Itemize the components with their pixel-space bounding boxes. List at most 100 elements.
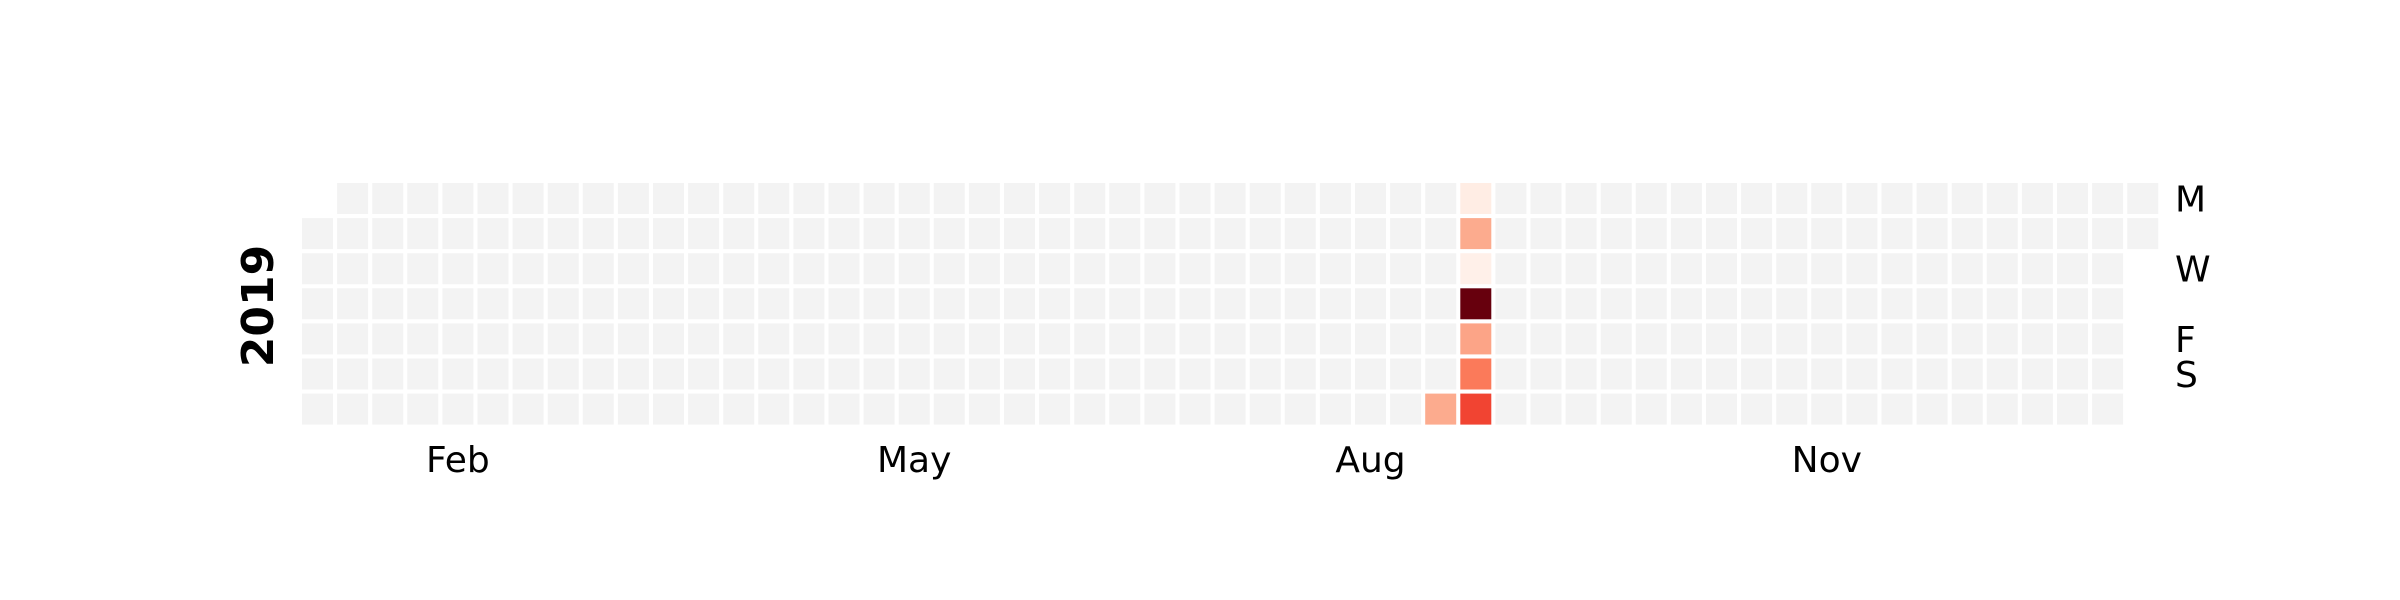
heatmap-cell xyxy=(688,253,720,285)
heatmap-cell xyxy=(1846,253,1878,285)
heatmap-cell xyxy=(1670,218,1702,250)
heatmap-cell xyxy=(2021,393,2053,425)
heatmap-cell xyxy=(302,393,333,425)
heatmap-cell xyxy=(1074,323,1106,355)
heatmap-cell xyxy=(1600,358,1632,390)
heatmap-cell xyxy=(1951,253,1983,285)
heatmap-cell xyxy=(1319,288,1351,320)
heatmap-cell xyxy=(1951,183,1983,214)
heatmap-cell xyxy=(547,323,579,355)
heatmap-cell xyxy=(547,218,579,250)
heatmap-cell xyxy=(1039,358,1071,390)
heatmap-cell xyxy=(1460,253,1492,285)
heatmap-cell xyxy=(1811,358,1843,390)
heatmap-cell xyxy=(1986,393,2018,425)
heatmap-cell xyxy=(1284,253,1316,285)
heatmap-cell xyxy=(1951,288,1983,320)
heatmap-cell xyxy=(582,253,614,285)
heatmap-cell xyxy=(1776,393,1808,425)
heatmap-cell xyxy=(2021,218,2053,250)
heatmap-cell xyxy=(1635,358,1667,390)
heatmap-cell xyxy=(968,358,1000,390)
heatmap-cell xyxy=(723,288,755,320)
heatmap-cell xyxy=(1039,218,1071,250)
heatmap-cell xyxy=(1390,323,1422,355)
heatmap-cell xyxy=(1284,288,1316,320)
heatmap-cell xyxy=(372,393,404,425)
heatmap-cell xyxy=(477,323,509,355)
heatmap-cell xyxy=(1600,393,1632,425)
heatmap-cell xyxy=(2127,218,2159,250)
heatmap-cell xyxy=(653,183,684,214)
heatmap-cell xyxy=(1811,183,1843,214)
heatmap-cell xyxy=(1460,218,1492,250)
heatmap-cell xyxy=(1460,288,1492,320)
heatmap-cell xyxy=(653,288,684,320)
heatmap-cell xyxy=(1811,288,1843,320)
heatmap-cell xyxy=(1214,323,1246,355)
heatmap-cell xyxy=(933,323,965,355)
heatmap-cell xyxy=(1741,323,1773,355)
heatmap-cell xyxy=(758,253,790,285)
heatmap-cell xyxy=(1495,253,1527,285)
heatmap-cell xyxy=(688,183,720,214)
heatmap-cell xyxy=(1144,253,1176,285)
heatmap-cell xyxy=(1214,253,1246,285)
heatmap-cell xyxy=(1004,183,1035,214)
heatmap-cell xyxy=(793,183,825,214)
heatmap-cell xyxy=(898,358,930,390)
heatmap-cell xyxy=(407,358,439,390)
heatmap-cell xyxy=(1425,358,1457,390)
heatmap-cell xyxy=(1670,393,1702,425)
heatmap-cell xyxy=(1004,393,1035,425)
heatmap-cell xyxy=(1530,253,1562,285)
heatmap-cell xyxy=(1670,253,1702,285)
heatmap-cell xyxy=(582,323,614,355)
heatmap-cell xyxy=(758,393,790,425)
heatmap-cell xyxy=(723,358,755,390)
heatmap-cell xyxy=(1986,218,2018,250)
heatmap-cell xyxy=(1074,393,1106,425)
heatmap-cell xyxy=(1004,218,1035,250)
heatmap-cell xyxy=(793,358,825,390)
heatmap-cell xyxy=(1530,358,1562,390)
heatmap-cell xyxy=(2057,183,2088,214)
heatmap-cell xyxy=(653,358,684,390)
heatmap-cell xyxy=(302,253,333,285)
heatmap-cell xyxy=(617,358,649,390)
heatmap-cell xyxy=(337,288,369,320)
heatmap-cell xyxy=(2092,288,2124,320)
heatmap-cell xyxy=(617,218,649,250)
heatmap-cell xyxy=(372,253,404,285)
heatmap-cell xyxy=(653,323,684,355)
heatmap-cell xyxy=(582,358,614,390)
heatmap-cell xyxy=(1881,358,1913,390)
heatmap-cell xyxy=(1600,253,1632,285)
heatmap-cell xyxy=(1635,253,1667,285)
heatmap-cell xyxy=(477,218,509,250)
heatmap-cell xyxy=(337,183,369,214)
heatmap-cell xyxy=(1039,323,1071,355)
heatmap-cell xyxy=(1355,253,1386,285)
heatmap-cell xyxy=(1109,183,1141,214)
heatmap-cell xyxy=(968,183,1000,214)
heatmap-cell xyxy=(863,218,895,250)
heatmap-cell xyxy=(1425,323,1457,355)
heatmap-cells xyxy=(302,183,2159,425)
heatmap-cell xyxy=(1319,393,1351,425)
heatmap-cell xyxy=(477,393,509,425)
heatmap-cell xyxy=(1039,253,1071,285)
heatmap-cell xyxy=(1881,393,1913,425)
heatmap-cell xyxy=(372,288,404,320)
heatmap-cell xyxy=(1530,183,1562,214)
x-tick-label: Aug xyxy=(1335,440,1405,481)
heatmap-cell xyxy=(2057,323,2088,355)
heatmap-cell xyxy=(1741,358,1773,390)
heatmap-cell xyxy=(968,218,1000,250)
heatmap-cell xyxy=(1881,323,1913,355)
heatmap-cell xyxy=(477,288,509,320)
heatmap-cell xyxy=(547,393,579,425)
heatmap-cell xyxy=(547,253,579,285)
heatmap-cell xyxy=(1249,183,1281,214)
